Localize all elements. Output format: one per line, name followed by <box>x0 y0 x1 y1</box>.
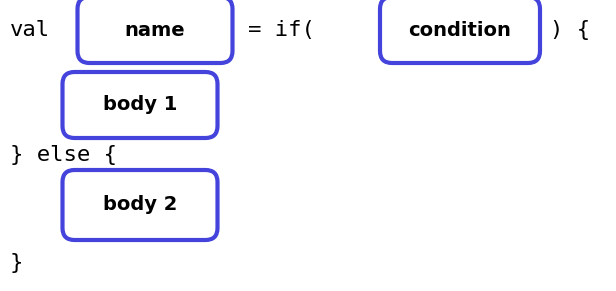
Text: } else {: } else { <box>10 145 117 165</box>
Text: name: name <box>124 20 185 40</box>
FancyBboxPatch shape <box>62 170 217 240</box>
Text: condition: condition <box>408 20 511 40</box>
Text: ) {: ) { <box>550 20 590 40</box>
Text: val: val <box>10 20 50 40</box>
Text: }: } <box>10 253 23 273</box>
FancyBboxPatch shape <box>78 0 232 63</box>
FancyBboxPatch shape <box>62 72 217 138</box>
FancyBboxPatch shape <box>380 0 540 63</box>
Text: body 2: body 2 <box>103 196 177 214</box>
Text: body 1: body 1 <box>103 95 177 114</box>
Text: = if(: = if( <box>248 20 315 40</box>
